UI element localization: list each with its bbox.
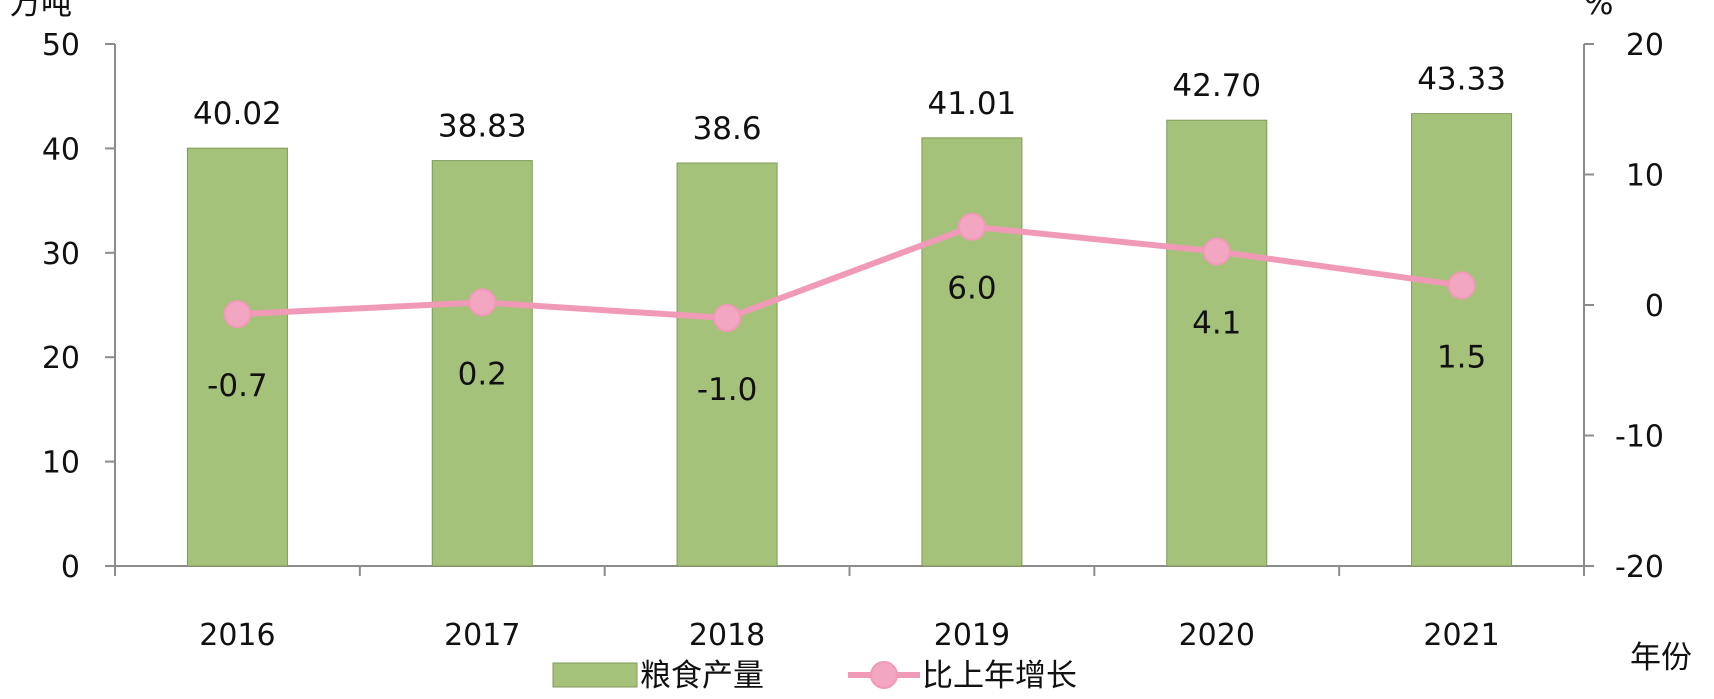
legend: 粮食产量 比上年增长 <box>552 658 1077 694</box>
x-axis-unit: 年份 <box>1630 640 1692 676</box>
right-axis-unit: % <box>1584 0 1613 22</box>
x-tick-label: 2020 <box>1179 618 1255 653</box>
left-y-tick-label: 30 <box>42 237 80 272</box>
line-point <box>1202 237 1231 266</box>
legend-line-marker <box>870 661 898 689</box>
left-y-tick-label: 50 <box>42 28 80 63</box>
bar <box>1411 113 1513 567</box>
left-axis-unit: 万吨 <box>10 0 72 22</box>
right-y-tick-label: -10 <box>1615 420 1664 455</box>
line-point <box>713 304 742 333</box>
legend-bar-swatch <box>552 662 638 688</box>
line-series <box>223 212 1476 333</box>
legend-line-label: 比上年增长 <box>922 658 1077 694</box>
bar <box>676 162 778 567</box>
line-value-label: -0.7 <box>207 368 268 404</box>
legend-bar-label: 粮食产量 <box>640 658 764 694</box>
x-tick-label: 2017 <box>444 618 520 653</box>
x-tick-label: 2019 <box>934 618 1010 653</box>
line-point <box>468 288 497 317</box>
bar <box>431 160 533 567</box>
line-value-label: 6.0 <box>947 271 996 307</box>
right-y-tick-label: 20 <box>1626 28 1664 63</box>
bar-value-label: 38.6 <box>693 111 762 147</box>
left-y-tick-label: 0 <box>61 550 80 585</box>
right-y-tick-label: -20 <box>1615 550 1664 585</box>
bar-value-label: 43.33 <box>1417 62 1506 98</box>
line-point <box>223 300 252 329</box>
x-tick-label: 2021 <box>1423 618 1499 653</box>
bar-value-label: 40.02 <box>193 96 282 132</box>
bar <box>921 137 1023 567</box>
right-y-tick-label: 0 <box>1645 289 1664 324</box>
bar-value-label: 42.70 <box>1172 68 1261 104</box>
x-tick-label: 2016 <box>199 618 275 653</box>
right-y-tick-label: 10 <box>1626 159 1664 194</box>
axes: 0 10 20 30 40 50 -20 -10 0 10 20 2016 2017 2018 2019 20… <box>42 28 1664 653</box>
left-y-tick-label: 40 <box>42 132 80 167</box>
bar-value-label: 41.01 <box>928 86 1017 122</box>
left-y-tick-label: 10 <box>42 446 80 481</box>
bar-value-label: 38.83 <box>438 109 527 145</box>
x-tick-label: 2018 <box>689 618 765 653</box>
line-value-label: 0.2 <box>458 356 507 392</box>
line-value-label: 1.5 <box>1437 339 1486 375</box>
line-value-label: -1.0 <box>697 372 758 408</box>
left-y-tick-label: 20 <box>42 341 80 376</box>
data-labels: 40.02 38.83 38.6 41.01 42.70 43.33 -0.7 0.2 -1.0… <box>193 62 1506 408</box>
bar <box>186 147 288 567</box>
bar-series <box>186 113 1513 567</box>
growth-line <box>237 223 1462 322</box>
line-value-label: 4.1 <box>1192 305 1241 341</box>
line-point <box>957 212 986 241</box>
bar <box>1166 119 1268 567</box>
line-point <box>1447 271 1476 300</box>
